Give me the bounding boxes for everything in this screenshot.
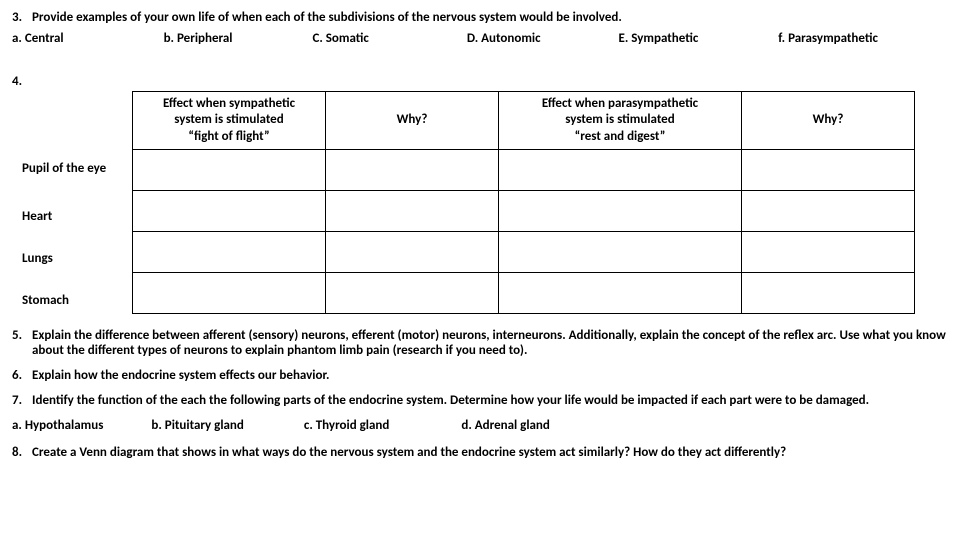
- cell: [326, 190, 499, 231]
- q3-num: 3.: [12, 10, 32, 25]
- q4-h1b: system is stimulated: [174, 112, 283, 127]
- cell: [499, 272, 742, 313]
- q6-num: 6.: [12, 368, 32, 383]
- q4-row: 4.: [12, 74, 948, 89]
- cell: [742, 231, 915, 272]
- q7-options: a. Hypothalamus b. Pituitary gland c. Th…: [12, 418, 948, 433]
- q7-num: 7.: [12, 393, 32, 408]
- q6-row: 6. Explain how the endocrine system effe…: [12, 368, 948, 383]
- q4-row-pupil: [133, 149, 915, 190]
- q3-opt-d: D. Autonomic: [467, 31, 541, 46]
- q7-row: 7. Identify the function of the each the…: [12, 393, 948, 408]
- q4-h3c: “rest and digest”: [575, 129, 666, 144]
- q4-label-lungs: Lungs: [22, 251, 122, 266]
- cell: [742, 190, 915, 231]
- q6-text: Explain how the endocrine system effects…: [32, 368, 329, 383]
- q3-opt-b: b. Peripheral: [164, 31, 233, 46]
- cell: [499, 149, 742, 190]
- q4-row-stomach: [133, 272, 915, 313]
- q4-h3: Effect when parasympathetic system is st…: [499, 92, 742, 150]
- cell: [499, 190, 742, 231]
- q4-header-row: Effect when sympathetic system is stimul…: [133, 92, 915, 150]
- q4-h3b: system is stimulated: [565, 112, 674, 127]
- q3-opt-a: a. Central: [12, 31, 64, 46]
- q4-h3a: Effect when parasympathetic: [542, 96, 698, 111]
- q7-opt-a: a. Hypothalamus: [12, 418, 103, 433]
- q5-num: 5.: [12, 328, 32, 358]
- q4-h1: Effect when sympathetic system is stimul…: [133, 92, 326, 150]
- q3-opt-e: E. Sympathetic: [619, 31, 699, 46]
- q8-row: 8. Create a Venn diagram that shows in w…: [12, 445, 948, 460]
- q7-opt-b: b. Pituitary gland: [151, 418, 243, 433]
- q4-h2: Why?: [326, 92, 499, 150]
- q7-text: Identify the function of the each the fo…: [32, 393, 869, 408]
- q3-text: Provide examples of your own life of whe…: [32, 10, 622, 25]
- cell: [133, 149, 326, 190]
- q4-table: Effect when sympathetic system is stimul…: [132, 91, 915, 314]
- cell: [742, 272, 915, 313]
- q4-num: 4.: [12, 74, 32, 89]
- cell: [133, 231, 326, 272]
- q3-opt-c: C. Somatic: [312, 31, 368, 46]
- cell: [326, 231, 499, 272]
- q4-h1c: “fight of flight”: [188, 129, 269, 144]
- cell: [326, 272, 499, 313]
- cell: [499, 231, 742, 272]
- q8-text: Create a Venn diagram that shows in what…: [32, 445, 786, 460]
- q5-row: 5. Explain the difference between affere…: [12, 328, 948, 358]
- q4-h4: Why?: [742, 92, 915, 150]
- q4-label-pupil: Pupil of the eye: [22, 161, 122, 176]
- q3-opt-f: f. Parasympathetic: [778, 31, 878, 46]
- q7-opt-c: c. Thyroid gland: [304, 418, 389, 433]
- q4-table-wrap: Effect when sympathetic system is stimul…: [132, 91, 948, 314]
- q4-row-lungs: [133, 231, 915, 272]
- cell: [326, 149, 499, 190]
- q5-text: Explain the difference between afferent …: [32, 328, 948, 358]
- q7-opt-d: d. Adrenal gland: [461, 418, 550, 433]
- q3-options: a. Central b. Peripheral C. Somatic D. A…: [12, 31, 948, 46]
- cell: [133, 272, 326, 313]
- cell: [742, 149, 915, 190]
- q3-row: 3. Provide examples of your own life of …: [12, 10, 948, 25]
- q4-h1a: Effect when sympathetic: [163, 96, 295, 111]
- q8-num: 8.: [12, 445, 32, 460]
- q4-label-stomach: Stomach: [22, 293, 122, 308]
- q4-row-heart: [133, 190, 915, 231]
- cell: [133, 190, 326, 231]
- q4-label-heart: Heart: [22, 209, 122, 224]
